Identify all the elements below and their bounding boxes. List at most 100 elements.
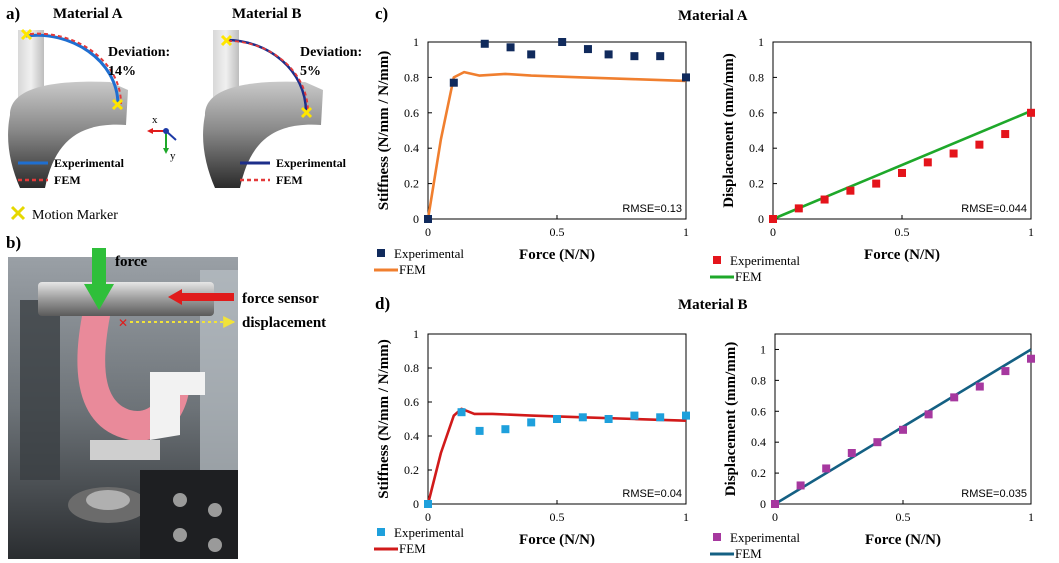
x-tick-label: 0	[772, 510, 778, 524]
marker-cross-icon: ✕	[118, 316, 128, 330]
y-tick-label: 0.4	[404, 429, 419, 443]
y-tick-label: 0.6	[404, 106, 419, 120]
data-point-experimental	[924, 410, 933, 419]
chart-displacement-material-a: 0 0.2 0.4 0.6 0.8 1 0 0.5 1 Force (N/N) Displaceme…	[710, 35, 1035, 284]
specimen-a-body	[8, 81, 129, 188]
x-axis-label: Force (N/N)	[865, 532, 941, 548]
deviation-value-b: 5%	[300, 64, 321, 79]
data-point-experimental	[923, 158, 932, 167]
data-point-experimental	[527, 418, 536, 427]
plot-frame	[427, 41, 687, 220]
specimen-b-body	[203, 81, 323, 188]
data-point-experimental	[475, 426, 484, 435]
y-tick-label: 0.2	[404, 463, 419, 477]
y-tick-label: 0.8	[404, 361, 419, 375]
legend-marker-experimental	[713, 533, 721, 541]
legend-marker-experimental	[713, 256, 721, 264]
plot-frame	[774, 333, 1032, 505]
data-point-experimental	[1027, 354, 1035, 363]
legend-label-experimental: Experimental	[730, 530, 800, 545]
legend-label-fem: FEM	[735, 269, 762, 284]
data-point-experimental	[794, 204, 803, 213]
panel-b: b) force force sensor	[6, 233, 326, 559]
motion-marker-label: Motion Marker	[32, 208, 118, 223]
panel-label-b: b)	[6, 233, 21, 252]
data-point-experimental	[949, 149, 958, 158]
data-point-experimental	[527, 50, 536, 59]
data-point-experimental	[769, 215, 777, 223]
motion-marker-icon	[20, 28, 33, 41]
data-point-experimental	[820, 195, 829, 204]
chart-stiffness-material-a: 0 0.2 0.4 0.6 0.8 1 0 0.5 1 Force (N/N) Stiffness …	[374, 35, 690, 277]
material-a-title: Material A	[53, 6, 123, 22]
data-point-experimental	[796, 481, 805, 490]
legend-fem-a: FEM	[54, 173, 81, 187]
data-point-experimental	[872, 179, 881, 188]
panel-label-c: c)	[375, 4, 388, 23]
chart-stiffness-material-b: 0 0.2 0.4 0.6 0.8 1 0 0.5 1 Force (N/N) Stiffness …	[374, 327, 690, 556]
section-title-c: Material A	[678, 8, 748, 24]
axis-y-label: y	[170, 150, 176, 162]
y-tick-label: 0.6	[404, 395, 419, 409]
data-point-experimental	[630, 411, 639, 420]
panel-label-d: d)	[375, 294, 390, 313]
motion-marker-icon	[220, 34, 233, 47]
y-tick-label: 0.2	[751, 466, 766, 480]
data-point-experimental	[771, 500, 779, 508]
x-tick-label: 0	[425, 510, 431, 524]
section-title-d: Material B	[678, 297, 748, 313]
panel-label-a: a)	[6, 4, 20, 23]
x-tick-label: 0	[425, 225, 431, 239]
motion-marker-icon	[10, 205, 26, 221]
x-tick-label: 0	[770, 225, 776, 239]
y-tick-label: 0.8	[751, 373, 766, 387]
y-tick-label: 1	[413, 327, 419, 341]
specimen-a-photo	[8, 28, 129, 188]
data-point-experimental	[898, 168, 906, 177]
data-point-experimental	[822, 464, 831, 473]
deviation-value-a: 14%	[108, 64, 136, 79]
y-tick-label: 0	[413, 497, 419, 511]
data-point-experimental	[950, 393, 959, 402]
rmse-annotation: RMSE=0.044	[961, 203, 1027, 215]
data-point-experimental	[501, 425, 510, 434]
data-point-experimental	[480, 39, 489, 48]
force-sensor-label: force sensor	[242, 291, 319, 307]
data-point-experimental	[604, 415, 613, 423]
x-tick-label: 0.5	[550, 510, 565, 524]
specimen-a-fem-curve	[29, 32, 122, 105]
y-tick-label: 0.4	[404, 141, 419, 155]
data-point-experimental	[847, 449, 856, 457]
series-line-fem	[426, 70, 687, 220]
axis-x-label: x	[152, 114, 158, 126]
data-point-experimental	[457, 408, 466, 417]
data-point-experimental	[1027, 108, 1035, 117]
data-point-experimental	[553, 415, 561, 423]
legend-marker-experimental	[377, 528, 385, 536]
sensor-arrow-icon	[168, 289, 234, 305]
specimen-b-photo	[203, 30, 323, 188]
data-point-experimental	[578, 413, 587, 422]
y-tick-label: 0.4	[749, 141, 764, 155]
chart-displacement-material-b: 0 0.2 0.4 0.6 0.8 1 0 0.5 1 Force (N/N) Displaceme…	[710, 333, 1035, 561]
data-point-experimental	[583, 45, 592, 54]
rmse-annotation: RMSE=0.13	[622, 203, 682, 215]
data-point-experimental	[682, 73, 690, 82]
motion-marker-icon	[111, 98, 124, 111]
y-tick-label: 0.8	[404, 70, 419, 84]
y-tick-label: 0.8	[749, 70, 764, 84]
x-axis-label: Force (N/N)	[519, 247, 595, 263]
y-tick-label: 0	[758, 212, 764, 226]
legend-label-experimental: Experimental	[394, 525, 464, 540]
y-tick-label: 1	[413, 35, 419, 49]
series-line-fem	[772, 109, 1032, 221]
y-axis-label: Displacement (mm/mm)	[723, 342, 739, 497]
y-tick-label: 1	[758, 35, 764, 49]
force-label: force	[115, 254, 148, 270]
deviation-label-b: Deviation:	[300, 45, 362, 60]
motion-marker-icon	[300, 106, 313, 119]
y-tick-label: 0.2	[749, 177, 764, 191]
data-point-experimental	[975, 382, 984, 391]
data-point-experimental	[449, 78, 458, 87]
legend-experimental-a: Experimental	[54, 156, 125, 170]
